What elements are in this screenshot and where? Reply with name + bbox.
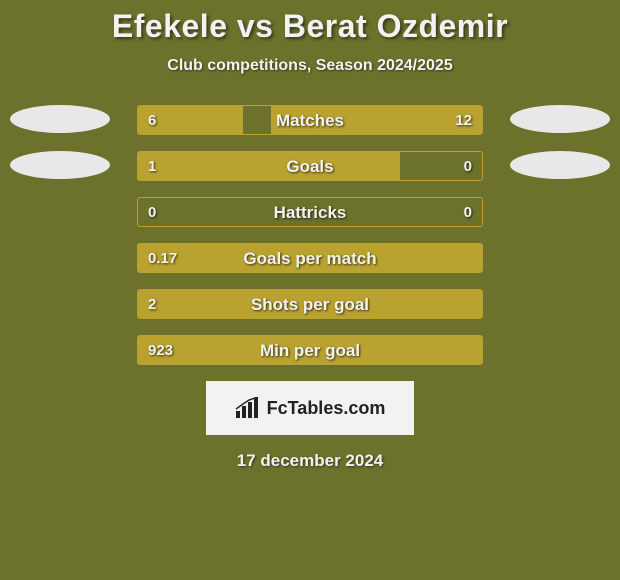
stat-row: Goals per match0.17 [137, 243, 483, 273]
stat-label: Hattricks [138, 198, 482, 227]
page-subtitle: Club competitions, Season 2024/2025 [0, 57, 620, 75]
bar-left [138, 106, 243, 134]
player-right-image [510, 151, 610, 179]
stat-value-right: 0 [464, 198, 472, 227]
bar-left [138, 290, 482, 318]
stat-row: Goals10 [137, 151, 483, 181]
stat-value-left: 0 [148, 198, 156, 227]
stat-row: Hattricks0 0 [137, 197, 483, 227]
date-text: 17 december 2024 [0, 451, 620, 471]
bar-left [138, 336, 482, 364]
brand-text: FcTables.com [267, 398, 386, 419]
brand-chart-icon [235, 397, 261, 419]
bar-left [138, 244, 482, 272]
brand-badge: FcTables.com [206, 381, 414, 435]
bar-right [271, 106, 482, 134]
player-right-image [510, 105, 610, 133]
stat-row: Shots per goal2 [137, 289, 483, 319]
stat-row: Min per goal923 [137, 335, 483, 365]
player-left-image [10, 151, 110, 179]
player-left-image [10, 105, 110, 133]
page-title: Efekele vs Berat Ozdemir [0, 0, 620, 45]
stat-row: Matches612 [137, 105, 483, 135]
bar-left [138, 152, 400, 180]
comparison-chart: Matches612Goals10Hattricks00Goals per ma… [0, 105, 620, 365]
stat-value-right: 0 [464, 152, 472, 181]
